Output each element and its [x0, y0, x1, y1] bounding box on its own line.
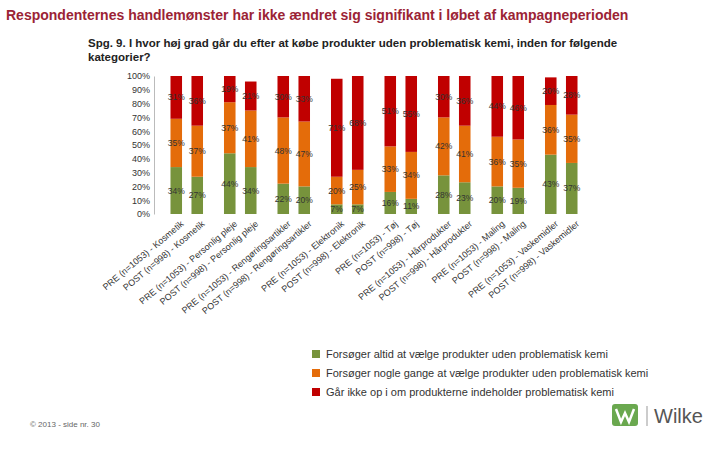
data-label: 44% [221, 179, 238, 189]
data-label: 7% [331, 204, 344, 214]
y-tick: 50% [132, 140, 154, 150]
data-label: 30% [435, 92, 452, 102]
data-label: 36% [189, 96, 206, 106]
x-tick-label: PRE (n=1053) - Elektronik [259, 218, 346, 293]
data-label: 28% [435, 190, 452, 200]
legend-label: Går ikke op i om produkterne indeholder … [326, 386, 614, 398]
data-label: 20% [542, 86, 559, 96]
y-tick: 0% [137, 209, 154, 219]
data-label: 36% [456, 96, 473, 106]
x-tick-label: PRE (n=1053) - Hårprodukter [356, 219, 453, 302]
y-tick-label: 80% [132, 99, 150, 109]
y-tick-label: 0% [137, 209, 150, 219]
y-tick-label: 10% [132, 196, 150, 206]
data-label: 33% [296, 94, 313, 104]
data-label: 11% [403, 201, 420, 211]
data-label: 35% [563, 134, 580, 144]
legend-swatch [312, 369, 320, 377]
data-label: 16% [382, 198, 399, 208]
y-tick: 40% [132, 154, 154, 164]
y-tick: 60% [132, 127, 154, 137]
data-label: 21% [242, 91, 259, 101]
data-label: 36% [542, 125, 559, 135]
data-label: 20% [328, 186, 345, 196]
data-label: 28% [563, 90, 580, 100]
data-label: 31% [168, 92, 185, 102]
data-label: 35% [510, 159, 527, 169]
data-label: 35% [168, 138, 185, 148]
chart: Respondenternes handlemønster har ikke æ… [0, 0, 720, 450]
data-label: 30% [275, 92, 292, 102]
data-label: 41% [456, 149, 473, 159]
data-label: 19% [221, 84, 238, 94]
y-tick: 30% [132, 168, 154, 178]
data-label: 47% [296, 149, 313, 159]
data-label: 37% [189, 146, 206, 156]
x-tick-label: PRE (n=1053) - Vaskemidler [466, 219, 560, 300]
y-axis: 0% 10% 20% 30% 40% 50% 60% 70% 80% 90% 100% [127, 71, 155, 219]
data-label: 43% [542, 179, 559, 189]
data-label: 71% [328, 123, 345, 133]
x-tick-label: POST (n=998) - Vaskemidler [487, 219, 581, 301]
data-label: 51% [382, 106, 399, 116]
data-label: 34% [403, 170, 420, 180]
data-label: 33% [382, 164, 399, 174]
y-tick: 80% [132, 99, 154, 109]
data-label: 7% [352, 204, 365, 214]
data-labels: 34% 27% 44% 34% 22% 20% 7% 7% 16% 11% 28% 23% 20% 19%… [168, 84, 581, 214]
subtitle: kategorier? [88, 51, 151, 63]
data-label: 23% [456, 193, 473, 203]
y-tick: 100% [127, 71, 154, 81]
data-label: 41% [242, 134, 259, 144]
y-tick-label: 20% [132, 182, 150, 192]
data-label: 37% [221, 123, 238, 133]
y-tick-label: 60% [132, 127, 150, 137]
y-tick-label: 70% [132, 113, 150, 123]
data-label: 36% [489, 157, 506, 167]
y-tick-label: 100% [127, 71, 150, 81]
legend-swatch [312, 388, 320, 396]
data-label: 27% [189, 190, 206, 200]
x-tick-label: PRE (n=1053) - Rengøringsartikler [180, 219, 293, 316]
data-label: 48% [275, 146, 292, 156]
data-label: 37% [563, 183, 580, 193]
y-tick: 10% [132, 196, 154, 206]
data-label: 68% [349, 118, 366, 128]
y-tick: 20% [132, 182, 154, 192]
x-axis: PRE (n=1053) - KosmetikPOST (n=998) - Ko… [101, 218, 581, 316]
y-tick-label: 30% [132, 168, 150, 178]
data-label: 20% [489, 195, 506, 205]
subtitle: Spg. 9. I hvor høj grad går du efter at … [88, 37, 617, 49]
data-label: 22% [275, 194, 292, 204]
bar-segment [352, 204, 364, 214]
title: Respondenternes handlemønster har ikke æ… [6, 7, 628, 23]
data-label: 34% [242, 186, 259, 196]
footer: © 2013 - side nr. 30 [30, 420, 100, 429]
logo: Wilke [612, 404, 703, 427]
y-axis-line [154, 77, 155, 215]
data-label: 44% [489, 101, 506, 111]
legend-label: Forsøger altid at vælge produkter uden p… [326, 348, 608, 360]
logo-divider [647, 406, 648, 426]
legend-label: Forsøger nogle gange at vælge produkter … [326, 367, 648, 379]
y-tick: 90% [132, 85, 154, 95]
logo-icon [612, 404, 638, 426]
bars [170, 76, 577, 214]
data-label: 46% [510, 103, 527, 113]
legend-swatch [312, 350, 320, 358]
data-label: 34% [168, 186, 185, 196]
y-tick-label: 40% [132, 154, 150, 164]
y-tick-label: 90% [132, 85, 150, 95]
brand: Wilke [654, 405, 703, 427]
data-label: 55% [403, 109, 420, 119]
y-tick: 70% [132, 113, 154, 123]
data-label: 19% [510, 196, 527, 206]
logo-icon-mark [616, 409, 634, 422]
y-tick-label: 50% [132, 140, 150, 150]
bar-segment [331, 204, 343, 214]
legend: Forsøger altid at vælge produkter uden p… [312, 348, 648, 398]
data-label: 20% [296, 195, 313, 205]
data-label: 42% [435, 141, 452, 151]
data-label: 25% [349, 182, 366, 192]
